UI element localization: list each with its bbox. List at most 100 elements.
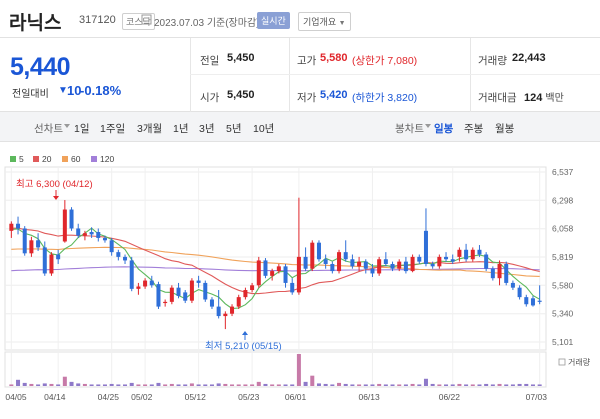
- volume-axis-label: 거래량: [568, 357, 591, 367]
- period-3y[interactable]: 3년: [199, 123, 215, 135]
- volume-bar: [109, 383, 114, 386]
- candle-body: [42, 247, 47, 274]
- candle-body: [136, 286, 141, 289]
- volume-bar: [62, 376, 67, 386]
- volume-bar: [209, 384, 214, 386]
- y-tick-label: 5,580: [552, 280, 574, 290]
- volume-bar: [283, 384, 288, 386]
- candle-body: [62, 209, 67, 242]
- volume-bar: [203, 384, 208, 386]
- volume-bar: [303, 381, 308, 386]
- divider: [190, 74, 600, 75]
- candle-body: [357, 261, 362, 267]
- volume-bar: [290, 384, 295, 386]
- realtime-button[interactable]: 실시간: [257, 12, 290, 29]
- date-text: 2023.07.03 기준(장마감): [154, 18, 260, 29]
- volume-bar: [196, 384, 201, 386]
- candle-daily[interactable]: 일봉: [434, 123, 454, 135]
- candle-body: [143, 280, 148, 287]
- down-arrow-icon: [53, 196, 59, 200]
- volume-bar: [484, 383, 489, 386]
- volume-bar: [69, 381, 74, 386]
- candle-body: [450, 259, 455, 262]
- candle-body: [484, 254, 489, 269]
- candle-body: [82, 233, 87, 236]
- volume-bar: [423, 378, 428, 386]
- candle-body: [337, 252, 342, 272]
- amount-label: 거래대금: [478, 92, 517, 104]
- volume-bar: [517, 383, 522, 386]
- period-1w[interactable]: 1주일: [100, 123, 126, 135]
- volume-bar: [169, 383, 174, 386]
- candle-body: [56, 254, 61, 260]
- candle-body: [129, 260, 134, 289]
- legend-label: 20: [42, 154, 52, 164]
- volume-bar: [250, 384, 255, 386]
- candle-body: [36, 240, 41, 248]
- volume-bar: [42, 383, 47, 386]
- candle-body: [350, 259, 355, 267]
- volume-bar: [497, 383, 502, 386]
- volume-bar: [129, 382, 134, 386]
- candle-body: [109, 240, 114, 253]
- candle-body: [209, 299, 214, 307]
- high-annotation: 최고 6,300 (04/12): [16, 179, 93, 190]
- change-percent: -0.18%: [80, 83, 122, 98]
- volume-bar: [390, 384, 395, 386]
- period-1d[interactable]: 1일: [74, 123, 90, 135]
- low-label: 저가: [297, 92, 317, 104]
- volume-bar: [149, 384, 154, 386]
- candle-body: [524, 297, 529, 305]
- candle-body: [69, 209, 74, 229]
- volume-bar: [444, 384, 449, 386]
- volume-bar: [136, 384, 141, 386]
- caret-down-icon: [425, 124, 431, 128]
- volume-bar: [403, 384, 408, 386]
- volume-bar: [537, 384, 542, 386]
- volume-bar: [29, 383, 34, 386]
- candle-weekly[interactable]: 주봉: [464, 123, 484, 135]
- candle-body: [176, 287, 181, 296]
- candle-body: [330, 263, 335, 272]
- volume-bar: [490, 384, 495, 386]
- volume-bar: [243, 384, 248, 386]
- volume-bar: [377, 383, 382, 386]
- volume-bar: [370, 384, 375, 386]
- candle-body: [383, 259, 388, 264]
- candle-body: [390, 263, 395, 269]
- change-label: 전일대비: [12, 89, 49, 100]
- candle-body: [504, 263, 509, 283]
- ma60-line: [11, 246, 540, 277]
- candle-body: [276, 266, 281, 272]
- candle-body: [464, 249, 469, 260]
- y-tick-label: 6,058: [552, 224, 574, 234]
- company-info-button[interactable]: 기업개요 ▼: [298, 12, 351, 31]
- volume-bar: [36, 384, 41, 386]
- candle-body: [430, 263, 435, 267]
- y-tick-label: 5,101: [552, 337, 574, 347]
- period-3m[interactable]: 3개월: [137, 123, 163, 135]
- volume-bars: [9, 354, 542, 386]
- volume-bar: [457, 383, 462, 386]
- volume-bar: [524, 383, 529, 386]
- volume-value: 22,443: [512, 52, 546, 64]
- x-axis-ticks: 04/05 04/14 04/25 05/02 05/12 05/23 06/01 06/13…: [5, 392, 547, 402]
- volume-bar: [236, 384, 241, 386]
- candle-body: [363, 261, 368, 269]
- volume-bar: [323, 383, 328, 386]
- period-5y[interactable]: 5년: [226, 123, 242, 135]
- period-1y[interactable]: 1년: [173, 123, 189, 135]
- volume-bar: [256, 381, 261, 386]
- period-10y[interactable]: 10년: [253, 123, 275, 135]
- prev-close-value: 5,450: [227, 52, 255, 64]
- volume-bar: [417, 384, 422, 386]
- candle-body: [263, 260, 268, 276]
- candle-body: [16, 223, 21, 229]
- stock-chart[interactable]: 5 20 60 120 6,537 6,298 6,058 5,819 5,580 5,340 5…: [0, 142, 600, 419]
- candle-body: [96, 232, 101, 238]
- volume-label: 거래량: [478, 55, 507, 67]
- legend: 5 20 60 120: [10, 154, 114, 164]
- volume-bar: [470, 384, 475, 386]
- divider: [289, 38, 290, 112]
- candle-monthly[interactable]: 월봉: [495, 123, 515, 135]
